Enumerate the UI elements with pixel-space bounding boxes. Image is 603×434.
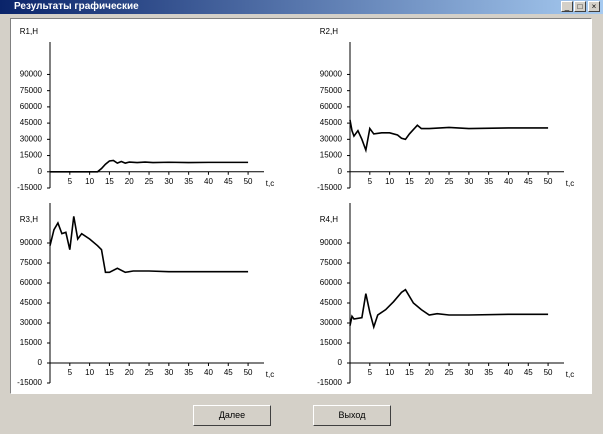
y-axis-label: R2,H <box>320 27 338 36</box>
x-tick-label: 25 <box>445 177 454 186</box>
y-tick-label: -15000 <box>17 183 42 192</box>
x-tick-label: 10 <box>85 368 94 377</box>
x-tick-label: 40 <box>204 177 213 186</box>
line <box>349 119 549 154</box>
x-tick-label: 45 <box>524 368 533 377</box>
x-axis-label: t,c <box>566 370 574 379</box>
y-tick-label: 0 <box>338 358 343 367</box>
y-tick-label: 45000 <box>320 118 343 127</box>
y-axis-label: R4,H <box>320 215 338 224</box>
y-tick-label: -15000 <box>17 378 42 387</box>
y-axis-label: R3,H <box>20 215 38 224</box>
x-tick-label: 30 <box>164 368 173 377</box>
x-tick-label: 35 <box>484 368 493 377</box>
x-tick-label: 20 <box>425 368 434 377</box>
maximize[interactable]: □ <box>574 1 586 12</box>
x-axis-label: t,c <box>266 179 274 188</box>
x-tick-label: 5 <box>368 177 373 186</box>
y-tick-label: 75000 <box>20 86 43 95</box>
x-tick-label: 15 <box>105 177 114 186</box>
line <box>49 216 249 274</box>
y-tick-label: -15000 <box>317 378 342 387</box>
x-tick-label: 30 <box>164 177 173 186</box>
y-tick-label: 15000 <box>20 151 43 160</box>
x-tick-label: 35 <box>184 368 193 377</box>
x-tick-label: 45 <box>224 368 233 377</box>
x-tick-label: 30 <box>464 177 473 186</box>
x-tick-label: 15 <box>405 368 414 377</box>
x-tick-label: 10 <box>385 177 394 186</box>
x-tick-label: 20 <box>125 177 134 186</box>
y-tick-label: 45000 <box>20 118 43 127</box>
x-tick-label: 5 <box>368 368 373 377</box>
minimize[interactable]: _ <box>561 1 573 12</box>
window-title: Результаты графические <box>14 1 139 12</box>
y-tick-label: 90000 <box>320 238 343 247</box>
x-tick-label: 25 <box>145 177 154 186</box>
x-tick-label: 35 <box>484 177 493 186</box>
x-tick-label: 15 <box>405 177 414 186</box>
x-axis-label: t,c <box>566 179 574 188</box>
x-tick-label: 15 <box>105 368 114 377</box>
y-tick-label: 60000 <box>20 102 43 111</box>
y-tick-label: 75000 <box>320 86 343 95</box>
y-tick-label: 30000 <box>320 318 343 327</box>
y-tick-label: 45000 <box>20 298 43 307</box>
y-tick-label: 30000 <box>20 318 43 327</box>
y-tick-label: 45000 <box>320 298 343 307</box>
x-tick-label: 45 <box>224 177 233 186</box>
y-tick-label: 30000 <box>20 134 43 143</box>
x-tick-label: 5 <box>68 368 73 377</box>
line <box>50 159 249 173</box>
x-tick-label: 45 <box>524 177 533 186</box>
line <box>349 288 549 330</box>
y-tick-label: 15000 <box>320 151 343 160</box>
x-tick-label: 40 <box>204 368 213 377</box>
y-tick-label: -15000 <box>317 183 342 192</box>
x-tick-label: 10 <box>85 177 94 186</box>
y-tick-label: 60000 <box>20 278 43 287</box>
x-tick-label: 30 <box>464 368 473 377</box>
x-tick-label: 25 <box>445 368 454 377</box>
y-tick-label: 75000 <box>320 258 343 267</box>
x-tick-label: 40 <box>504 368 513 377</box>
y-tick-label: 75000 <box>20 258 43 267</box>
x-tick-label: 25 <box>145 368 154 377</box>
y-tick-label: 90000 <box>20 238 43 247</box>
exit-button[interactable]: Выход <box>313 405 391 426</box>
y-tick-label: 60000 <box>320 278 343 287</box>
next-button[interactable]: Далее <box>193 405 271 426</box>
x-tick-label: 40 <box>504 177 513 186</box>
y-tick-label: 90000 <box>20 70 43 79</box>
y-tick-label: 0 <box>38 167 43 176</box>
y-tick-label: 60000 <box>320 102 343 111</box>
y-tick-label: 90000 <box>320 70 343 79</box>
x-tick-label: 50 <box>544 368 553 377</box>
x-tick-label: 50 <box>244 368 253 377</box>
x-tick-label: 5 <box>68 177 73 186</box>
x-tick-label: 20 <box>425 177 434 186</box>
close[interactable]: × <box>588 1 600 12</box>
y-tick-label: 15000 <box>20 338 43 347</box>
y-tick-label: 15000 <box>320 338 343 347</box>
y-tick-label: 30000 <box>320 134 343 143</box>
x-tick-label: 50 <box>244 177 253 186</box>
y-tick-label: 0 <box>338 167 343 176</box>
title-bar: Результаты графические <box>0 0 603 14</box>
x-tick-label: 35 <box>184 177 193 186</box>
y-axis-label: R1,H <box>20 27 38 36</box>
x-tick-label: 50 <box>544 177 553 186</box>
chart-panel <box>10 18 592 394</box>
x-tick-label: 10 <box>385 368 394 377</box>
x-tick-label: 20 <box>125 368 134 377</box>
x-axis-label: t,c <box>266 370 274 379</box>
y-tick-label: 0 <box>38 358 43 367</box>
